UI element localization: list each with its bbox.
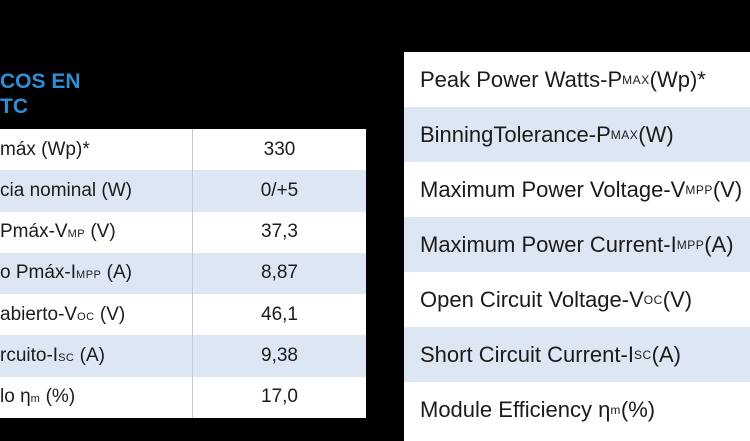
param-subscript: MAX: [622, 72, 650, 87]
param-unit: (V): [662, 286, 693, 312]
spec-heading-line2: TC: [0, 95, 28, 118]
param-value-cell: 9,38: [192, 335, 366, 377]
param-label: lo η: [0, 386, 31, 408]
param-unit: (V): [712, 176, 743, 202]
param-label: BinningTolerance-P: [420, 121, 611, 147]
table-row: abierto-VOC (V) 46,1: [0, 294, 366, 336]
param-subscript: SC: [633, 347, 652, 362]
param-label: cia nominal (W): [0, 179, 132, 201]
param-name-cell: Pmáx-VMP (V): [0, 211, 193, 253]
param-label: o Pmáx-I: [0, 262, 77, 284]
list-item: Maximum Power Voltage-V MPP (V): [404, 162, 750, 217]
param-label: rcuito-I: [0, 345, 59, 367]
list-item: BinningTolerance-P MAX (W): [404, 107, 750, 162]
param-label: Maximum Power Voltage-V: [420, 176, 686, 202]
param-subscript: SC: [58, 352, 75, 365]
param-label: Open Circuit Voltage-V: [420, 286, 644, 312]
param-subscript: MPP: [685, 182, 713, 197]
param-subscript: MPP: [76, 269, 102, 282]
param-unit: (A): [101, 262, 132, 284]
spec-heading: COS EN TC: [0, 69, 81, 119]
english-spec-panel: Peak Power Watts-P MAX (Wp)* BinningTolera…: [404, 52, 750, 441]
param-value-cell: 17,0: [261, 386, 298, 408]
param-subscript: OC: [77, 310, 95, 323]
table-row: rcuito-ISC (A) 9,38: [0, 335, 366, 377]
param-label: máx (Wp)*: [0, 138, 90, 160]
param-unit: (A): [651, 341, 681, 367]
table-row: lo ηm (%) 17,0: [0, 376, 366, 418]
param-unit: (%): [620, 396, 656, 422]
param-unit: (V): [94, 303, 126, 325]
param-name-cell: cia nominal (W): [0, 170, 193, 212]
param-value-cell: 330: [263, 138, 296, 160]
table-row: máx (Wp)* 330: [0, 129, 366, 171]
list-item: Maximum Power Current-I MPP (A): [404, 217, 750, 272]
param-subscript: MAX: [610, 127, 639, 142]
param-value-cell: 37,3: [261, 221, 298, 243]
param-subscript: MPP: [676, 237, 705, 252]
param-label: Pmáx-V: [0, 221, 68, 243]
param-subscript: MP: [67, 228, 86, 241]
param-name-cell: máx (Wp)*: [0, 129, 193, 171]
param-label: Short Circuit Current-I: [420, 341, 634, 367]
param-label: Maximum Power Current-I: [420, 231, 677, 257]
table-row: cia nominal (W) 0/+5: [0, 170, 366, 212]
param-value-cell: 46,1: [261, 303, 298, 325]
param-unit: (A): [74, 345, 105, 367]
param-subscript: m: [610, 402, 621, 417]
table-row: Pmáx-VMP (V) 37,3: [0, 211, 366, 253]
param-name-cell: rcuito-ISC (A): [0, 335, 193, 377]
param-value-cell: 8,87: [192, 252, 366, 295]
list-item: Open Circuit Voltage-V OC (V): [404, 272, 750, 327]
table-row: o Pmáx-IMPP (A) 8,87: [0, 252, 366, 295]
param-name-cell: o Pmáx-IMPP (A): [0, 252, 193, 295]
spanish-spec-table: máx (Wp)* 330 cia nominal (W) 0/+5 Pmáx-VMP …: [0, 129, 366, 418]
list-item: Short Circuit Current-I SC (A): [404, 327, 750, 382]
param-name-cell: lo ηm (%): [0, 376, 193, 418]
param-subscript: m: [30, 393, 41, 406]
param-unit: (V): [85, 221, 116, 243]
param-label: abierto-V: [0, 303, 78, 325]
param-unit: (Wp)*: [649, 66, 706, 92]
param-unit: (W): [638, 121, 674, 147]
param-label: Module Efficiency η: [420, 396, 611, 422]
param-label: Peak Power Watts-P: [420, 66, 623, 92]
list-item: Peak Power Watts-P MAX (Wp)*: [404, 52, 750, 107]
param-name-cell: abierto-VOC (V): [0, 294, 193, 336]
param-subscript: OC: [643, 292, 663, 307]
param-value-cell: 0/+5: [192, 170, 366, 212]
param-unit: (%): [40, 386, 76, 408]
param-unit: (A): [704, 231, 734, 257]
spec-heading-line1: COS EN: [0, 70, 81, 93]
